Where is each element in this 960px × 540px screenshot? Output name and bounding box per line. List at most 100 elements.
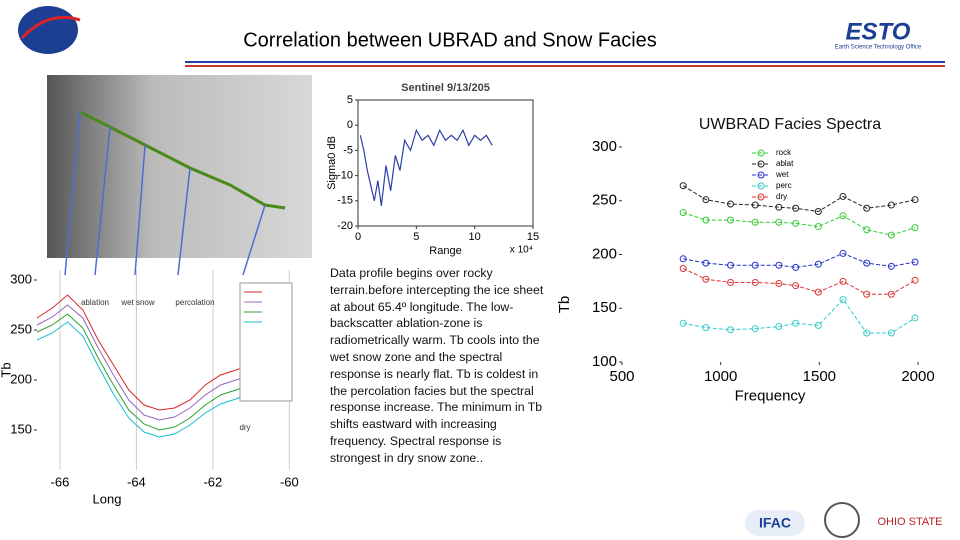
point (775, 261, 783, 269)
y-tick-label: 300 (10, 271, 32, 286)
point (814, 260, 822, 268)
y-tick-label: 200 (592, 245, 617, 262)
x-tick-label: 10 (469, 231, 481, 243)
x-tick-label: -62 (203, 474, 222, 489)
point (727, 261, 735, 269)
legend-label: ablat (776, 159, 794, 168)
map-image (47, 75, 312, 258)
x-tick-label: 5 (413, 231, 419, 243)
point (702, 216, 710, 224)
point (887, 262, 895, 270)
point (814, 321, 822, 329)
y-tick-label: 250 (592, 192, 617, 209)
x-tick-label: 500 (609, 368, 634, 385)
point (911, 196, 919, 204)
legend-marker (757, 182, 765, 190)
point (751, 201, 759, 209)
annotation: percolation (175, 298, 214, 307)
annotation: wet snow (120, 298, 155, 307)
point (679, 182, 687, 190)
point (792, 204, 800, 212)
point (887, 290, 895, 298)
annotation: dry (239, 423, 250, 432)
x-tick-label: -66 (51, 474, 70, 489)
point (702, 275, 710, 283)
y-axis-label: Tb (556, 296, 573, 314)
legend-marker (757, 160, 765, 168)
point (727, 326, 735, 334)
point (911, 276, 919, 284)
point (863, 329, 871, 337)
point (679, 209, 687, 217)
point (792, 219, 800, 227)
x-axis-label: Frequency (735, 387, 806, 404)
point (702, 196, 710, 204)
point (751, 261, 759, 269)
x-tick-label: 0 (355, 231, 361, 243)
legend-label: perc (776, 181, 792, 190)
y-tick-label: 0 (347, 119, 353, 131)
legend-label: wet (775, 170, 789, 179)
chart-title: UWBRAD Facies Spectra (699, 116, 881, 133)
point (911, 314, 919, 322)
x-axis-label: Long (93, 491, 122, 506)
y-axis-label: Tb (0, 362, 13, 377)
point (839, 249, 847, 257)
point (792, 282, 800, 290)
point (702, 259, 710, 267)
x-tick-label: 1500 (803, 368, 836, 385)
plot-frame (357, 99, 534, 227)
point (839, 212, 847, 220)
series-line (359, 128, 493, 206)
annotation: ablation (81, 298, 109, 307)
x-tick-label: 1000 (704, 368, 737, 385)
y-tick-label: 150 (592, 299, 617, 316)
point (911, 224, 919, 232)
description: Data profile begins over rocky terrain.b… (330, 266, 544, 465)
point (727, 278, 735, 286)
chart-title: Sentinel 9/13/205 (401, 82, 490, 94)
series-line (683, 298, 916, 334)
point (775, 203, 783, 211)
y-tick-label: 250 (10, 321, 32, 336)
point (863, 259, 871, 267)
point (887, 201, 895, 209)
legend-label: rock (776, 148, 792, 157)
ifac-text: IFAC (759, 515, 791, 531)
point (863, 226, 871, 234)
point (839, 192, 847, 200)
seal-logo (824, 502, 860, 538)
point (775, 280, 783, 288)
esto-logo: ESTO (846, 18, 911, 45)
x-axis-label: Range (429, 245, 461, 257)
point (792, 263, 800, 271)
point (727, 216, 735, 224)
osu-logo: OHIO STATE (878, 516, 943, 528)
point (679, 319, 687, 327)
legend-marker (757, 193, 765, 201)
point (751, 278, 759, 286)
point (814, 223, 822, 231)
point (911, 258, 919, 266)
y-tick-label: -15 (337, 195, 353, 207)
point (887, 231, 895, 239)
point (839, 277, 847, 285)
x-tick-label: -60 (280, 474, 299, 489)
x-multiplier: x 10⁴ (510, 245, 533, 256)
point (751, 325, 759, 333)
series-line (682, 185, 916, 213)
series-line (683, 212, 916, 236)
point (679, 264, 687, 272)
point (792, 319, 800, 327)
legend-marker (757, 171, 765, 179)
y-tick-label: 200 (10, 371, 32, 386)
point (702, 324, 710, 332)
point (727, 200, 735, 208)
point (839, 296, 847, 304)
point (863, 204, 871, 212)
legend-box (239, 282, 293, 402)
slide-title: Correlation between UBRAD and Snow Facie… (243, 29, 657, 51)
legend-label: dry (776, 192, 787, 201)
